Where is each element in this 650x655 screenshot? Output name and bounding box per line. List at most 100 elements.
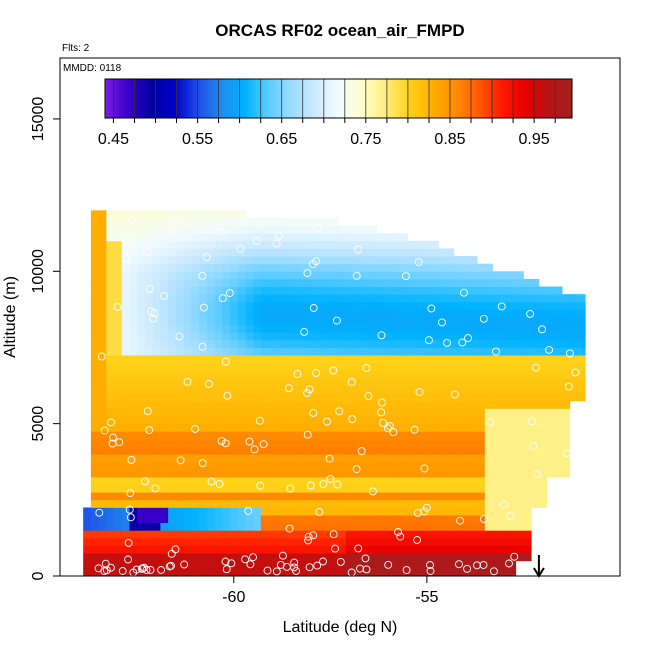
observation-point [223, 391, 232, 400]
observation-point [424, 336, 433, 345]
heatmap-cell [484, 271, 493, 280]
heatmap-cell [284, 377, 293, 386]
heatmap-cell [199, 408, 208, 417]
heatmap-cell [268, 248, 277, 257]
heatmap-cell [121, 286, 130, 295]
heatmap-cell [253, 446, 262, 455]
heatmap-cell [291, 377, 300, 386]
heatmap-cell [345, 263, 354, 272]
heatmap-cell [392, 492, 401, 501]
colorbar-swatch [350, 79, 354, 118]
heatmap-cell [345, 309, 354, 318]
observation-point [142, 566, 151, 574]
heatmap-cell [175, 233, 184, 242]
heatmap-cell [214, 492, 223, 501]
heatmap-cell [384, 515, 393, 524]
heatmap-cell [554, 339, 563, 348]
heatmap-cell [106, 339, 115, 348]
heatmap-cell [453, 400, 463, 409]
heatmap-cell [291, 461, 300, 470]
heatmap-cell [438, 568, 447, 576]
heatmap-cell [245, 484, 254, 493]
heatmap-cell [191, 560, 200, 569]
heatmap-cell [430, 377, 439, 386]
heatmap-cell [508, 301, 517, 310]
heatmap-cell [438, 347, 447, 356]
heatmap-cell [168, 362, 177, 371]
heatmap-cell [392, 332, 401, 341]
heatmap-cell [229, 271, 239, 280]
heatmap-cell [508, 492, 517, 501]
heatmap-cell [168, 408, 177, 417]
heatmap-cell [384, 309, 393, 318]
heatmap-cell [121, 545, 130, 554]
heatmap-cell [531, 317, 540, 326]
heatmap-cell [284, 553, 293, 562]
heatmap-cell [253, 309, 262, 318]
heatmap-cell [114, 446, 123, 455]
heatmap-cell [137, 446, 146, 455]
heatmap-cell [144, 301, 154, 310]
heatmap-cell [376, 469, 385, 478]
heatmap-cell [152, 446, 161, 455]
heatmap-cell [469, 332, 478, 341]
heatmap-cell [229, 484, 239, 493]
heatmap-cell [453, 317, 463, 326]
heatmap-cell [407, 347, 416, 356]
heatmap-cell [399, 256, 408, 265]
heatmap-cell [260, 438, 269, 447]
heatmap-cell [523, 309, 532, 318]
heatmap-cell [268, 423, 277, 432]
heatmap-cell [229, 553, 239, 562]
heatmap-cell [508, 362, 517, 371]
heatmap-cell [538, 454, 548, 463]
heatmap-cell [260, 225, 269, 234]
heatmap-cell [384, 248, 393, 257]
heatmap-cell [90, 423, 100, 432]
heatmap-cell [330, 355, 339, 364]
heatmap-cell [129, 545, 138, 554]
heatmap-cell [144, 408, 154, 417]
heatmap-cell [129, 263, 138, 272]
heatmap-cell [106, 568, 115, 576]
heatmap-cell [461, 377, 470, 386]
heatmap-cell [222, 271, 231, 280]
heatmap-cell [453, 377, 463, 386]
heatmap-cell [98, 240, 107, 249]
heatmap-cell [284, 416, 293, 425]
heatmap-cell [392, 355, 401, 364]
colorbar-swatch [315, 79, 318, 118]
heatmap-cell [129, 416, 138, 425]
heatmap-cell [114, 400, 123, 409]
heatmap-cell [160, 385, 169, 394]
heatmap-cell [461, 385, 470, 394]
heatmap-cell [484, 332, 493, 341]
heatmap-cell [484, 286, 493, 295]
colorbar-swatch [224, 79, 227, 118]
heatmap-cell [423, 438, 432, 447]
heatmap-cell [314, 476, 324, 485]
heatmap-cell [531, 301, 540, 310]
heatmap-cell [284, 301, 293, 310]
observation-point [199, 303, 208, 312]
heatmap-cell [245, 423, 254, 432]
heatmap-cell [121, 370, 130, 379]
heatmap-cell [562, 347, 571, 356]
heatmap-cell [322, 332, 331, 341]
colorbar-swatch [156, 79, 159, 118]
heatmap-cell [276, 553, 285, 562]
heatmap-cell [144, 545, 154, 554]
observation-point [290, 558, 299, 567]
heatmap-cell [268, 324, 277, 333]
heatmap-cell [384, 438, 393, 447]
observation-point [336, 557, 345, 566]
heatmap-cell [423, 317, 432, 326]
colorbar-swatch [136, 79, 139, 118]
heatmap-cell [353, 507, 362, 516]
heatmap-cell [237, 438, 246, 447]
heatmap-cell [438, 530, 447, 539]
heatmap-cell [291, 256, 300, 265]
heatmap-cell [361, 377, 370, 386]
heatmap-cell [106, 309, 115, 318]
heatmap-cell [415, 370, 424, 379]
